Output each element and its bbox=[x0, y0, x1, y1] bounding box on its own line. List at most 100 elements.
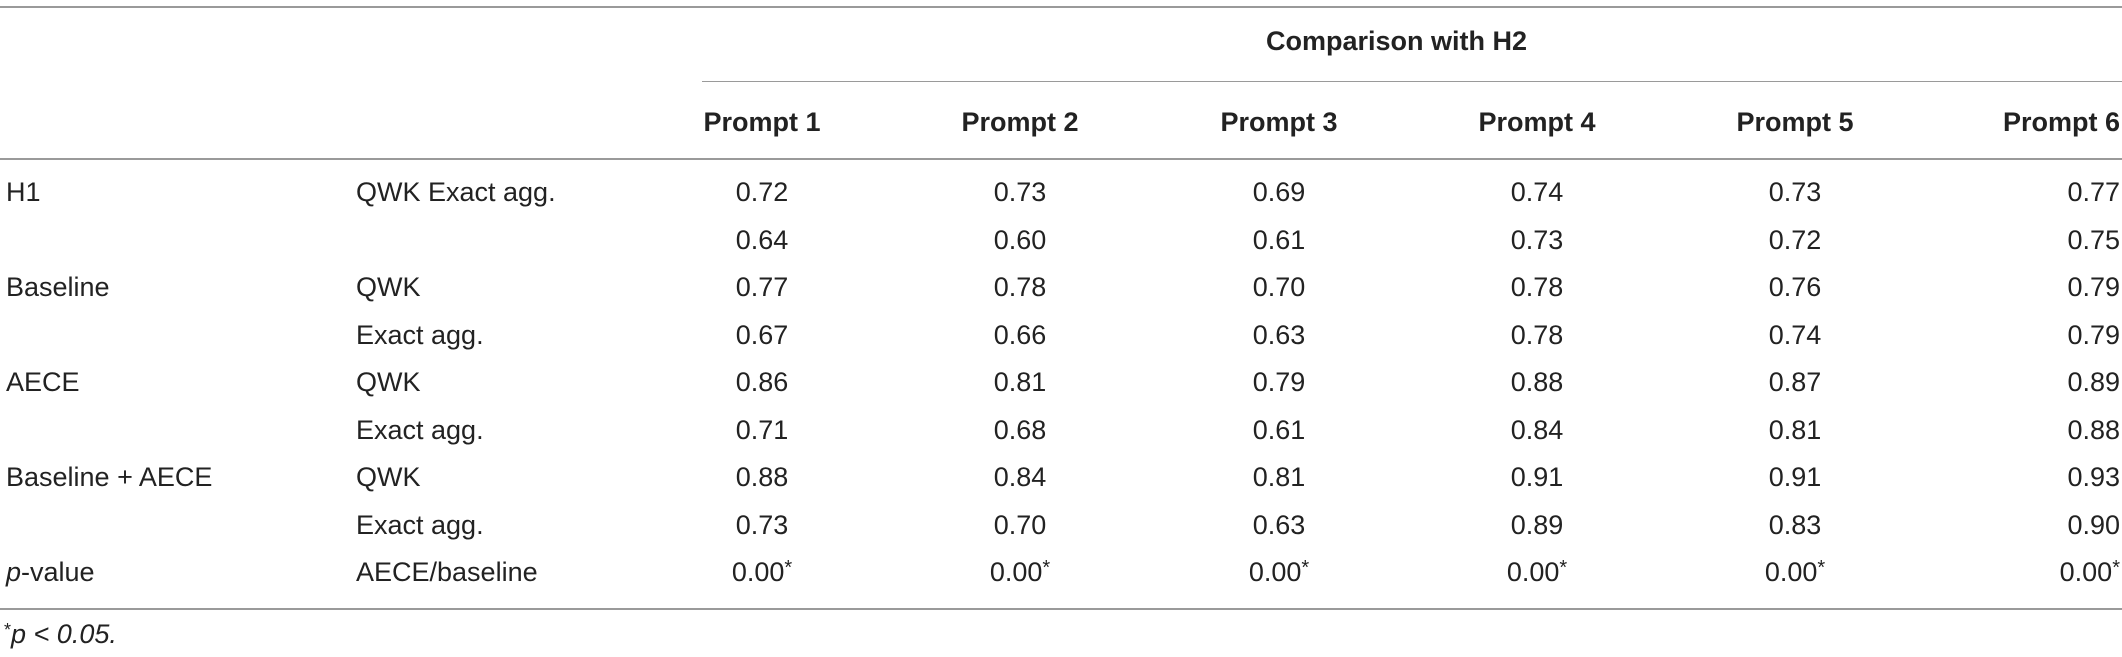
cell-value: 0.84 bbox=[993, 462, 1047, 492]
cell-value: 0.73 bbox=[1768, 177, 1822, 207]
table-cell-prompt-4: 0.89 bbox=[1452, 509, 1622, 541]
cell-value: 0.78 bbox=[1510, 320, 1564, 350]
table-cell-prompt-4: 0.91 bbox=[1452, 461, 1622, 493]
row-metric-label: QWK bbox=[356, 367, 421, 397]
row-metric-label: Exact agg. bbox=[356, 320, 484, 350]
table-cell-prompt-5: 0.81 bbox=[1710, 414, 1880, 446]
table-cell-prompt-2: 0.00* bbox=[935, 556, 1105, 588]
bottom-rule bbox=[0, 608, 2122, 610]
cell-value: 0.81 bbox=[1768, 415, 1822, 445]
cell-value: 0.83 bbox=[1768, 510, 1822, 540]
table-cell-prompt-1: 0.00* bbox=[677, 556, 847, 588]
cell-value: 0.67 bbox=[735, 320, 789, 350]
cell-value: 0.63 bbox=[1252, 320, 1306, 350]
table-cell-prompt-1: 0.73 bbox=[677, 509, 847, 541]
cell-value: 0.60 bbox=[993, 225, 1047, 255]
row-metric-label: QWK bbox=[356, 272, 421, 302]
table-cell-prompt-2: 0.66 bbox=[935, 319, 1105, 351]
table-cell-prompt-4: 0.88 bbox=[1452, 366, 1622, 398]
footnote: *p < 0.05. bbox=[4, 618, 117, 650]
cell-value: 0.00 bbox=[989, 557, 1043, 587]
significance-marker: * bbox=[1559, 557, 1568, 579]
top-rule bbox=[0, 6, 2122, 8]
row-group-label: Baseline bbox=[6, 272, 110, 302]
column-header-prompt-6: Prompt 6 bbox=[2002, 107, 2120, 137]
row-group-label: AECE bbox=[6, 367, 80, 397]
table-cell-prompt-1: 0.71 bbox=[677, 414, 847, 446]
cell-value: 0.81 bbox=[1252, 462, 1306, 492]
table-cell-prompt-6: 0.79 bbox=[1950, 319, 2120, 351]
significance-marker: * bbox=[2112, 557, 2120, 579]
table-cell-prompt-1: 0.67 bbox=[677, 319, 847, 351]
table-cell-prompt-5: 0.91 bbox=[1710, 461, 1880, 493]
table-cell-prompt-3: 0.61 bbox=[1194, 224, 1364, 256]
table-cell-prompt-2: 0.73 bbox=[935, 176, 1105, 208]
table-cell-prompt-3: 0.63 bbox=[1194, 509, 1364, 541]
table-cell-prompt-5: 0.83 bbox=[1710, 509, 1880, 541]
cell-value: 0.63 bbox=[1252, 510, 1306, 540]
table-cell-prompt-6: 0.89 bbox=[1950, 366, 2120, 398]
table-cell-prompt-6: 0.75 bbox=[1950, 224, 2120, 256]
table-cell-prompt-2: 0.60 bbox=[935, 224, 1105, 256]
cell-value: 0.91 bbox=[1768, 462, 1822, 492]
cell-value: 0.72 bbox=[735, 177, 789, 207]
cell-value: 0.84 bbox=[1510, 415, 1564, 445]
cell-value: 0.75 bbox=[2067, 225, 2120, 255]
cell-value: 0.78 bbox=[1510, 272, 1564, 302]
cell-value: 0.91 bbox=[1510, 462, 1564, 492]
cell-value: 0.79 bbox=[2067, 320, 2120, 350]
table-cell-prompt-2: 0.84 bbox=[935, 461, 1105, 493]
footnote-text: p < 0.05. bbox=[11, 619, 117, 649]
cell-value: 0.70 bbox=[993, 510, 1047, 540]
cell-value: 0.77 bbox=[735, 272, 789, 302]
table-cell-prompt-1: 0.72 bbox=[677, 176, 847, 208]
cell-value: 0.79 bbox=[2067, 272, 2120, 302]
row-group-label: H1 bbox=[6, 177, 41, 207]
column-header-prompt-3: Prompt 3 bbox=[1220, 107, 1338, 137]
table-cell-prompt-1: 0.86 bbox=[677, 366, 847, 398]
cell-value: 0.79 bbox=[1252, 367, 1306, 397]
table-cell-prompt-4: 0.00* bbox=[1452, 556, 1622, 588]
table-cell-prompt-4: 0.78 bbox=[1452, 319, 1622, 351]
cell-value: 0.68 bbox=[993, 415, 1047, 445]
table-cell-prompt-1: 0.77 bbox=[677, 271, 847, 303]
table-cell-prompt-5: 0.73 bbox=[1710, 176, 1880, 208]
cell-value: 0.78 bbox=[993, 272, 1047, 302]
column-header-prompt-4: Prompt 4 bbox=[1478, 107, 1596, 137]
cell-value: 0.76 bbox=[1768, 272, 1822, 302]
row-group-label-rest: -value bbox=[21, 557, 95, 587]
cell-value: 0.89 bbox=[2067, 367, 2120, 397]
group-header-rule bbox=[702, 81, 2122, 82]
column-header-prompt-1: Prompt 1 bbox=[703, 107, 821, 137]
cell-value: 0.77 bbox=[2067, 177, 2120, 207]
cell-value: 0.81 bbox=[993, 367, 1047, 397]
table-cell-prompt-6: 0.90 bbox=[1950, 509, 2120, 541]
cell-value: 0.64 bbox=[735, 225, 789, 255]
table-cell-prompt-4: 0.78 bbox=[1452, 271, 1622, 303]
table-cell-prompt-3: 0.81 bbox=[1194, 461, 1364, 493]
table-cell-prompt-5: 0.87 bbox=[1710, 366, 1880, 398]
table-cell-prompt-3: 0.61 bbox=[1194, 414, 1364, 446]
row-group-label: p-value bbox=[6, 556, 95, 588]
cell-value: 0.66 bbox=[993, 320, 1047, 350]
table-cell-prompt-4: 0.84 bbox=[1452, 414, 1622, 446]
cell-value: 0.89 bbox=[1510, 510, 1564, 540]
significance-marker: * bbox=[1817, 557, 1826, 579]
table-cell-prompt-6: 0.00* bbox=[1950, 556, 2120, 588]
cell-value: 0.88 bbox=[2067, 415, 2120, 445]
group-header-comparison: Comparison with H2 bbox=[1266, 26, 1528, 56]
cell-value: 0.86 bbox=[735, 367, 789, 397]
row-metric-label: Exact agg. bbox=[356, 510, 484, 540]
table-cell-prompt-1: 0.88 bbox=[677, 461, 847, 493]
cell-value: 0.00 bbox=[1248, 557, 1302, 587]
table-cell-prompt-2: 0.70 bbox=[935, 509, 1105, 541]
cell-value: 0.88 bbox=[1510, 367, 1564, 397]
cell-value: 0.74 bbox=[1768, 320, 1822, 350]
table-cell-prompt-6: 0.93 bbox=[1950, 461, 2120, 493]
table-cell-prompt-3: 0.69 bbox=[1194, 176, 1364, 208]
header-bottom-rule bbox=[0, 158, 2122, 160]
table-cell-prompt-5: 0.72 bbox=[1710, 224, 1880, 256]
table-cell-prompt-3: 0.63 bbox=[1194, 319, 1364, 351]
table-cell-prompt-6: 0.88 bbox=[1950, 414, 2120, 446]
table-cell-prompt-6: 0.77 bbox=[1950, 176, 2120, 208]
